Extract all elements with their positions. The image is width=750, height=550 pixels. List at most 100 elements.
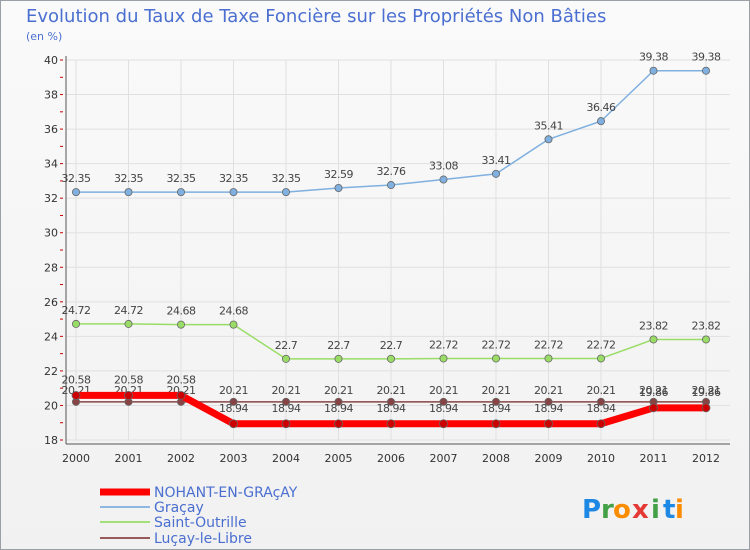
data-point	[544, 354, 553, 363]
data-label: 18.94	[272, 402, 301, 415]
data-label: 24.72	[62, 304, 91, 317]
data-point	[439, 354, 448, 363]
y-tick-label: 40	[44, 54, 58, 67]
data-point	[597, 354, 606, 363]
data-point	[439, 397, 448, 406]
x-tick-label: 2005	[325, 452, 353, 465]
data-point	[334, 354, 343, 363]
data-label: 18.94	[482, 402, 511, 415]
data-point	[334, 183, 343, 192]
y-tick-label: 36	[44, 123, 58, 136]
data-point	[386, 181, 395, 190]
data-label: 35.41	[534, 119, 563, 132]
data-point	[124, 188, 133, 197]
logo-letter: o	[613, 495, 631, 525]
plot-area: 18 20 22 24 26 28 30 32 34 36 38 40 2000 2001 2002 2003…	[44, 51, 730, 465]
logo-letter: t	[663, 495, 675, 525]
x-tick-label: 2000	[62, 452, 90, 465]
data-point	[491, 397, 500, 406]
data-point	[176, 320, 185, 329]
data-point	[544, 135, 553, 144]
data-point	[544, 397, 553, 406]
y-tick-label: 28	[44, 261, 58, 274]
data-label: 20.21	[324, 384, 353, 397]
data-label: 20.21	[272, 384, 301, 397]
data-point	[702, 335, 711, 344]
data-label: 32.35	[114, 172, 143, 185]
chart-title: Evolution du Taux de Taxe Foncière sur l…	[26, 6, 606, 27]
data-label: 20.21	[482, 384, 511, 397]
data-label: 22.7	[380, 339, 403, 352]
data-point	[597, 117, 606, 126]
data-label: 33.41	[482, 154, 511, 167]
data-label: 32.35	[62, 172, 91, 185]
data-point	[124, 319, 133, 328]
data-point	[71, 391, 81, 400]
x-tick-label: 2009	[535, 452, 563, 465]
data-point	[439, 175, 448, 184]
data-point	[701, 403, 711, 413]
data-point	[439, 419, 448, 429]
y-tick-label: 22	[44, 365, 58, 378]
data-point	[229, 320, 238, 329]
y-tick-label: 30	[44, 227, 58, 240]
data-label: 33.08	[429, 160, 458, 173]
data-label: 32.35	[167, 172, 196, 185]
data-point	[597, 397, 606, 406]
data-label: 18.94	[377, 402, 406, 415]
data-label: 20.21	[377, 384, 406, 397]
data-label: 20.21	[534, 384, 563, 397]
data-label: 20.21	[219, 384, 248, 397]
data-label: 32.76	[377, 165, 406, 178]
data-label: 22.72	[482, 338, 511, 351]
data-label: 22.72	[534, 338, 563, 351]
data-point	[491, 354, 500, 363]
logo-letter: x	[632, 495, 649, 525]
data-point	[544, 419, 553, 429]
y-axis-label: (en %)	[26, 30, 62, 43]
data-label: 22.7	[275, 339, 298, 352]
data-point	[176, 188, 185, 197]
data-label: 20.21	[639, 384, 668, 397]
data-point	[124, 391, 133, 400]
data-label: 20.58	[114, 373, 143, 386]
data-point	[491, 419, 501, 429]
data-label: 32.35	[272, 172, 301, 185]
data-label: 24.68	[219, 305, 248, 318]
data-label: 19.86	[639, 386, 668, 399]
data-label: 18.94	[219, 402, 248, 415]
y-tick-label: 24	[44, 330, 58, 343]
data-label: 24.72	[114, 304, 143, 317]
data-label: 39.38	[639, 51, 668, 64]
data-point	[596, 419, 606, 429]
y-tick-label: 20	[44, 399, 58, 412]
x-tick-label: 2002	[167, 452, 195, 465]
logo-letter: i	[651, 495, 660, 525]
data-label: 22.7	[327, 339, 350, 352]
y-tick-label: 26	[44, 296, 58, 309]
x-tick-label: 2001	[115, 452, 143, 465]
logo-letter: i	[675, 495, 684, 525]
data-point	[229, 397, 238, 406]
data-label: 32.35	[219, 172, 248, 185]
data-label: 20.21	[429, 384, 458, 397]
data-label: 20.58	[167, 373, 196, 386]
x-tick-label: 2012	[692, 452, 720, 465]
data-label: 24.68	[167, 305, 196, 318]
data-point	[334, 419, 343, 429]
data-point	[281, 188, 290, 197]
legend: NOHANT-EN-GRAçAYGraçaySaint-OutrilleLuça…	[100, 485, 298, 547]
legend-label: Saint-Outrille	[154, 515, 247, 531]
data-point	[491, 169, 500, 178]
data-point	[229, 419, 238, 429]
data-label: 20.21	[692, 384, 721, 397]
x-tick-label: 2007	[430, 452, 458, 465]
data-point	[649, 403, 658, 413]
data-point	[176, 391, 186, 400]
y-tick-label: 38	[44, 89, 58, 102]
y-tick-label: 34	[44, 158, 58, 171]
data-point	[229, 188, 238, 197]
data-label: 18.94	[324, 402, 353, 415]
legend-label: NOHANT-EN-GRAçAY	[154, 485, 298, 501]
